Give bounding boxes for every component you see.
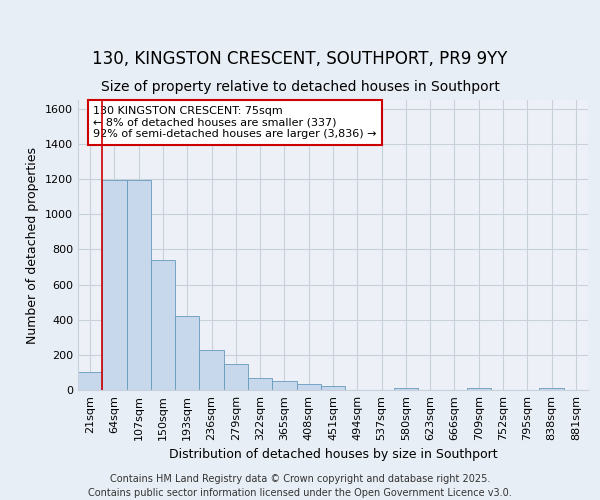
Bar [199,350,224,390]
Bar [78,372,102,390]
Bar [151,260,175,390]
Y-axis label: Number of detached properties: Number of detached properties [26,146,40,344]
Bar [175,316,199,390]
Bar [539,388,564,390]
Bar [296,384,321,390]
Bar [224,364,248,390]
Bar [321,386,345,390]
Bar [127,180,151,390]
Bar [394,388,418,390]
Bar [272,381,296,390]
Text: Size of property relative to detached houses in Southport: Size of property relative to detached ho… [101,80,499,94]
Text: 130 KINGSTON CRESCENT: 75sqm
← 8% of detached houses are smaller (337)
92% of se: 130 KINGSTON CRESCENT: 75sqm ← 8% of det… [94,106,377,139]
Bar [102,180,127,390]
Bar [248,378,272,390]
Text: Contains HM Land Registry data © Crown copyright and database right 2025.
Contai: Contains HM Land Registry data © Crown c… [88,474,512,498]
X-axis label: Distribution of detached houses by size in Southport: Distribution of detached houses by size … [169,448,497,462]
Bar [467,388,491,390]
Text: 130, KINGSTON CRESCENT, SOUTHPORT, PR9 9YY: 130, KINGSTON CRESCENT, SOUTHPORT, PR9 9… [92,50,508,68]
